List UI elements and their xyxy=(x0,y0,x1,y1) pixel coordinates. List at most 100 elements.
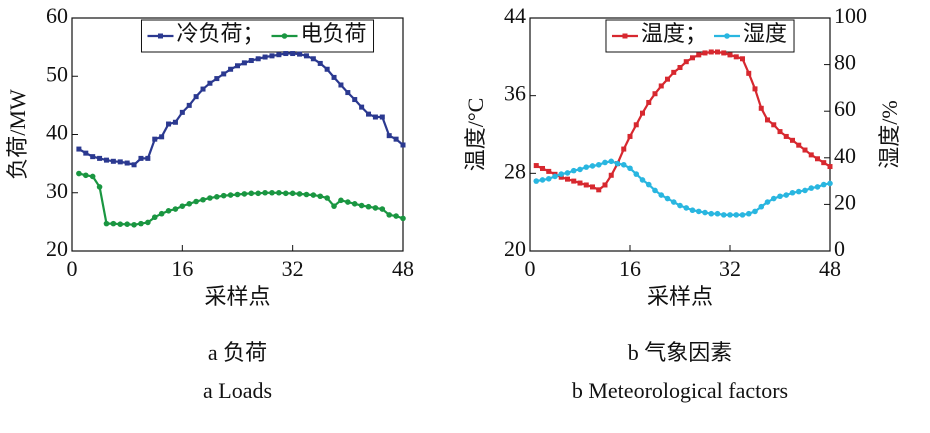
point xyxy=(608,172,614,178)
y-tick-label: 44 xyxy=(504,3,526,28)
point xyxy=(702,50,708,56)
point xyxy=(352,97,358,103)
point xyxy=(645,181,652,188)
point xyxy=(193,198,199,205)
plot-frame xyxy=(71,17,404,252)
point xyxy=(646,99,652,105)
point xyxy=(248,190,255,197)
point xyxy=(752,86,758,92)
point xyxy=(262,54,268,60)
point xyxy=(276,52,282,58)
point xyxy=(715,49,720,55)
point xyxy=(821,160,827,166)
point xyxy=(533,163,539,169)
point xyxy=(614,160,621,167)
point xyxy=(802,147,808,153)
point xyxy=(241,60,247,66)
x-tick-label: 0 xyxy=(67,256,78,281)
legend-label: 湿度 xyxy=(743,21,787,46)
point xyxy=(815,156,820,162)
y-axis-label: 温度/°C xyxy=(463,98,488,172)
point xyxy=(820,181,827,188)
point xyxy=(172,206,179,212)
point xyxy=(393,136,399,142)
point xyxy=(138,155,144,161)
point xyxy=(808,185,815,191)
point xyxy=(338,197,344,204)
y-tick-label: 30 xyxy=(46,178,68,203)
point xyxy=(802,187,808,194)
point xyxy=(727,52,733,58)
point xyxy=(608,158,615,165)
point xyxy=(82,172,89,179)
y-tick-label: 36 xyxy=(504,81,526,106)
point xyxy=(695,208,702,215)
legend-label: 温度； xyxy=(641,21,707,46)
y2-tick-label: 20 xyxy=(834,189,856,214)
point xyxy=(633,171,640,177)
point xyxy=(248,58,254,64)
point xyxy=(324,195,330,201)
point xyxy=(214,76,220,82)
point xyxy=(602,182,608,188)
point xyxy=(124,160,130,166)
point xyxy=(633,122,639,128)
point xyxy=(166,121,172,127)
point xyxy=(602,159,608,166)
point xyxy=(186,102,192,108)
point xyxy=(658,83,664,89)
legend-label: 冷负荷； xyxy=(176,21,264,46)
point xyxy=(746,70,752,76)
point xyxy=(179,203,186,209)
point xyxy=(255,56,261,62)
point xyxy=(621,146,627,152)
point xyxy=(627,165,633,172)
legend-marker xyxy=(622,33,628,39)
point xyxy=(777,193,783,200)
point xyxy=(220,192,227,199)
point xyxy=(165,208,172,214)
legend-box xyxy=(140,19,375,53)
point xyxy=(103,220,110,227)
point xyxy=(145,155,151,161)
point xyxy=(345,90,351,96)
point xyxy=(620,161,627,168)
point xyxy=(777,129,783,135)
point xyxy=(708,49,714,55)
point xyxy=(351,201,358,207)
point xyxy=(689,207,696,214)
point xyxy=(733,212,740,218)
point xyxy=(758,203,765,210)
y2-tick-label: 100 xyxy=(834,3,867,28)
point xyxy=(158,210,165,217)
point xyxy=(764,199,771,205)
point xyxy=(393,213,399,219)
point xyxy=(765,117,770,123)
point xyxy=(89,173,96,180)
point xyxy=(827,180,833,187)
x-tick-label: 48 xyxy=(392,256,414,281)
point xyxy=(290,51,296,57)
point xyxy=(670,199,677,205)
x-tick-label: 32 xyxy=(282,256,304,281)
point xyxy=(658,192,665,198)
point xyxy=(570,167,577,174)
point xyxy=(577,180,583,186)
point xyxy=(790,137,795,143)
caption: a 负荷 xyxy=(208,340,267,365)
series-line xyxy=(78,172,404,226)
point xyxy=(540,165,545,171)
legend-marker xyxy=(724,33,730,39)
y-tick-label: 20 xyxy=(46,236,68,261)
point xyxy=(533,178,540,184)
point xyxy=(234,191,241,198)
legend-marker xyxy=(157,33,163,39)
point xyxy=(639,177,646,183)
point xyxy=(789,189,796,196)
point xyxy=(752,208,758,215)
point xyxy=(783,133,789,139)
x-tick-label: 16 xyxy=(171,256,193,281)
point xyxy=(331,74,337,80)
point xyxy=(151,214,158,221)
point xyxy=(745,210,752,217)
